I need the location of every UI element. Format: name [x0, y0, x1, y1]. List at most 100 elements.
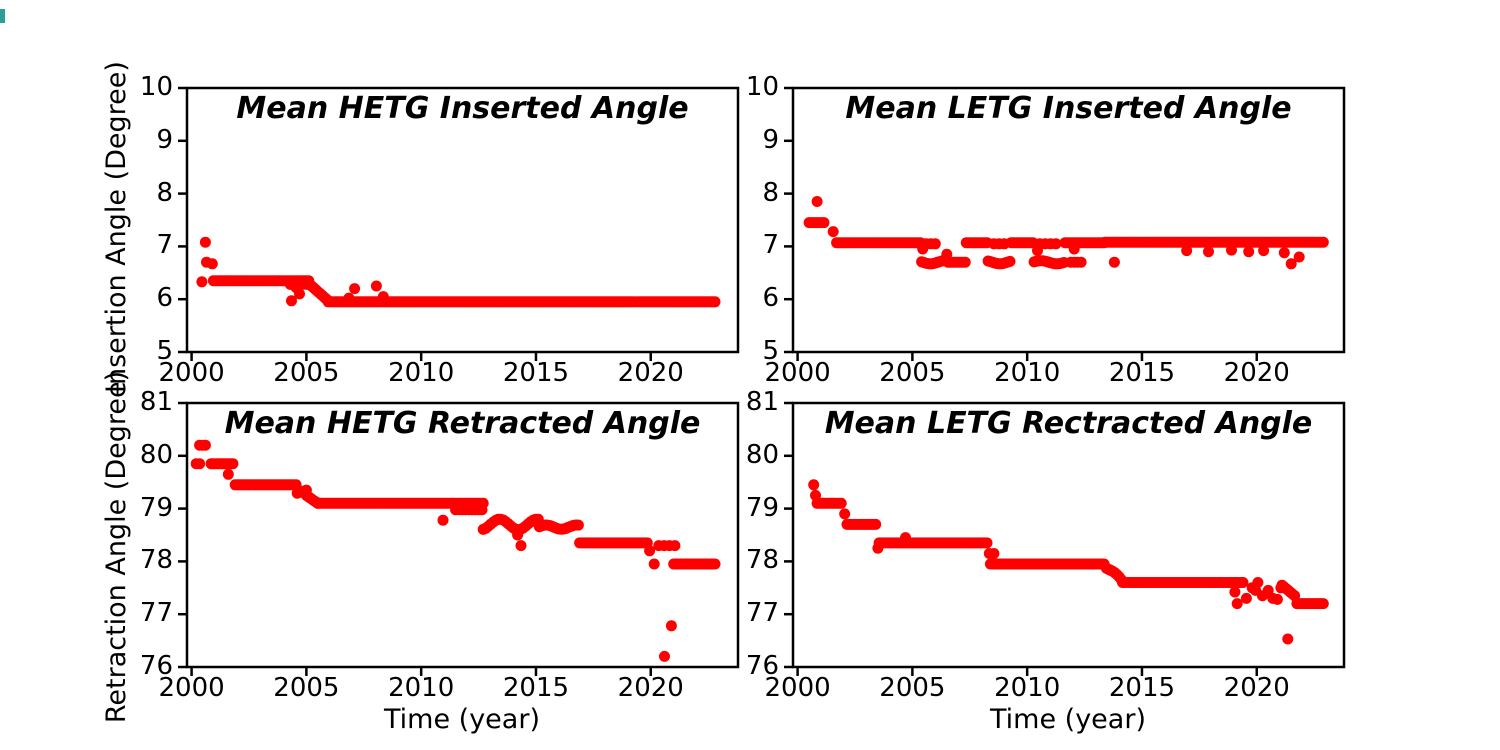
data-point [811, 196, 823, 207]
y-tick-label: 81 [139, 387, 173, 417]
y-tick-label: 77 [745, 598, 779, 629]
data-point [1226, 244, 1237, 256]
data-point [377, 291, 389, 303]
data-point [343, 292, 355, 304]
axes-frame [185, 86, 740, 354]
data-point [1282, 633, 1294, 645]
x-tick-label: 2005 [879, 673, 946, 703]
data-point [827, 226, 839, 238]
x-tick-label: 2020 [1223, 358, 1290, 388]
data-point [929, 238, 941, 250]
x-tick-label: 2000 [764, 673, 831, 703]
y-tick-label: 81 [745, 387, 779, 417]
data-point [1108, 256, 1120, 268]
data-point [988, 548, 1000, 559]
screen-edge-artifact [0, 9, 5, 23]
y-tick-label: 8 [762, 177, 779, 208]
data-point [1231, 598, 1243, 610]
x-tick-label: 2010 [994, 673, 1061, 703]
data-point [808, 479, 820, 491]
data-point [810, 489, 821, 501]
data-point [1068, 243, 1080, 255]
data-point [1252, 577, 1264, 588]
data-point [572, 519, 584, 531]
y-tick-label: 10 [745, 72, 779, 102]
y-tick-label: 78 [745, 545, 779, 576]
data-point [227, 458, 239, 470]
data-point [222, 468, 234, 480]
panel-hetg-inserted: Mean HETG Inserted Angle [178, 86, 740, 361]
data-point [1275, 582, 1287, 594]
data-point [515, 540, 527, 552]
data-point [644, 545, 656, 557]
chart-title-letg-retracted: Mean LETG Rectracted Angle [824, 406, 1313, 441]
data-point [839, 508, 851, 520]
y-tick-label: 76 [139, 651, 173, 681]
chart-title-hetg-retracted: Mean HETG Retracted Angle [224, 406, 701, 441]
data-point [1004, 255, 1016, 267]
data-point [1293, 251, 1305, 263]
panel-letg-inserted: Mean LETG Inserted Angle [784, 86, 1346, 361]
data-point [199, 236, 211, 248]
y-tick-label: 5 [156, 336, 173, 366]
chart-title-hetg-inserted: Mean HETG Inserted Angle [236, 91, 689, 126]
chart-title-letg-inserted: Mean LETG Inserted Angle [845, 91, 1292, 126]
data-point [1317, 598, 1329, 610]
x-axis-label-time-right: Time (year) [990, 704, 1146, 735]
axes-frame [791, 86, 1346, 354]
data-point [872, 542, 884, 554]
data-point [1285, 258, 1297, 270]
y-tick-label: 7 [156, 230, 173, 261]
x-tick-label: 2000 [158, 358, 225, 388]
data-point [659, 650, 670, 662]
data-point [286, 295, 297, 307]
scatter-plot-letg-inserted [784, 86, 1346, 361]
x-tick-label: 2010 [388, 358, 455, 388]
x-tick-label: 2005 [273, 673, 340, 703]
y-tick-label: 9 [156, 124, 173, 155]
data-point [1278, 247, 1290, 259]
y-tick-label: 79 [745, 492, 779, 523]
x-tick-label: 2015 [502, 673, 570, 703]
data-point [669, 540, 681, 552]
x-tick-label: 2010 [994, 358, 1061, 388]
data-point [1032, 245, 1043, 257]
data-point [900, 532, 911, 544]
data-point [1229, 586, 1241, 598]
y-tick-label: 77 [139, 598, 173, 629]
panel-hetg-retracted: Mean HETG Retracted Angle [178, 401, 740, 676]
y-tick-label: 8 [156, 177, 173, 208]
data-point [648, 558, 660, 570]
x-tick-label: 2015 [1108, 358, 1176, 388]
data-point [917, 243, 929, 255]
data-point [1271, 593, 1283, 605]
data-point [476, 504, 488, 516]
data-point [294, 288, 305, 300]
x-axis-label-time-left: Time (year) [384, 704, 540, 735]
data-point [206, 258, 218, 270]
x-tick-label: 2000 [158, 673, 225, 703]
x-tick-label: 2020 [617, 358, 684, 388]
scatter-plot-hetg-inserted [178, 86, 740, 361]
x-tick-label: 2020 [617, 673, 684, 703]
x-tick-label: 2005 [879, 358, 946, 388]
x-tick-label: 2005 [273, 358, 340, 388]
data-point [194, 458, 206, 470]
data-point [959, 256, 971, 268]
panel-letg-retracted: Mean LETG Rectracted Angle [784, 401, 1346, 676]
y-tick-label: 76 [745, 651, 779, 681]
y-tick-label: 7 [762, 230, 779, 261]
data-point [349, 283, 361, 295]
y-tick-label: 5 [762, 336, 779, 366]
data-point [1240, 592, 1252, 604]
data-point [1203, 246, 1214, 258]
y-tick-label: 10 [139, 72, 173, 102]
y-tick-label: 6 [762, 283, 779, 314]
axes-frame [791, 401, 1346, 669]
x-tick-label: 2000 [764, 358, 831, 388]
y-tick-label: 80 [139, 439, 173, 470]
data-point [1075, 256, 1087, 268]
data-point [709, 296, 721, 308]
data-point [1050, 238, 1062, 250]
